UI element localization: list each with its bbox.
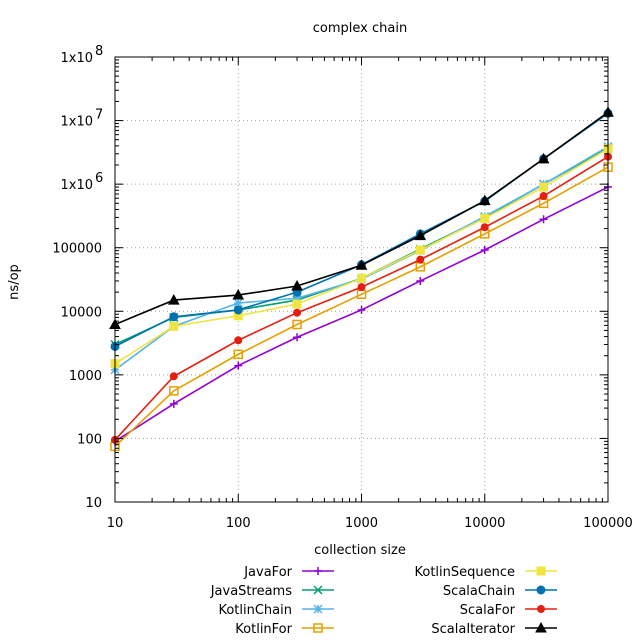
data-point <box>416 255 425 264</box>
data-point <box>167 294 180 305</box>
legend-label: KotlinChain <box>218 603 292 618</box>
data-point <box>355 259 368 270</box>
data-point <box>480 223 489 232</box>
y-tick-label: 10000 <box>61 305 102 320</box>
y-tick-label: 1x10 <box>60 51 93 66</box>
x-axis-label: collection size <box>314 543 406 558</box>
data-point <box>357 283 366 292</box>
data-point <box>292 319 302 330</box>
legend-label: JavaFor <box>243 565 292 580</box>
legend-item: ScalaFor <box>460 603 557 618</box>
legend-label: ScalaChain <box>443 584 515 599</box>
data-point <box>539 192 548 201</box>
legend-label: JavaStreams <box>210 584 292 599</box>
x-tick-label: 10000 <box>464 516 505 531</box>
x-tick-label: 100 <box>226 516 251 531</box>
legend-label: ScalaFor <box>460 603 516 618</box>
y-tick-label: 1000 <box>69 369 102 384</box>
legend-item: JavaStreams <box>210 584 334 599</box>
y-tick-label: 1x10 <box>60 115 93 130</box>
data-point <box>357 273 366 283</box>
data-point <box>293 333 302 342</box>
data-point <box>232 289 245 300</box>
data-point <box>169 386 179 396</box>
data-point <box>357 305 366 314</box>
data-point <box>292 293 302 303</box>
legend-marker <box>313 623 323 633</box>
data-point <box>480 213 490 223</box>
data-point <box>169 372 178 381</box>
y-tick-exponent: 8 <box>95 44 103 59</box>
y-axis-label: ns/op <box>7 264 22 300</box>
legend-item: ScalaIterator <box>431 621 557 637</box>
data-point <box>414 229 427 241</box>
data-point <box>539 215 548 224</box>
data-point <box>291 279 303 291</box>
legend-label: KotlinFor <box>235 622 292 637</box>
legend-item: KotlinFor <box>235 622 334 637</box>
data-point <box>234 336 243 345</box>
data-point <box>537 152 550 164</box>
legend-marker <box>314 567 322 575</box>
chart-title: complex chain <box>313 21 407 36</box>
data-point <box>234 361 243 370</box>
data-point <box>478 194 491 206</box>
y-tick-exponent: 7 <box>95 108 103 123</box>
y-tick-label: 100000 <box>52 242 102 257</box>
legend-item: KotlinChain <box>218 603 334 618</box>
series-ScalaIterator <box>109 106 614 329</box>
data-point <box>539 182 549 192</box>
legend-marker <box>536 566 546 576</box>
legend-marker <box>535 621 547 633</box>
data-point <box>416 276 425 285</box>
data-point <box>480 246 489 255</box>
legend-label: KotlinSequence <box>414 565 515 580</box>
legend-item: KotlinSequence <box>414 565 557 580</box>
y-tick-label: 10 <box>85 496 102 511</box>
tick-layer: 10 100 1000 10000 100000 10 100 1000 10000 100000… <box>52 44 632 531</box>
legend-item: ScalaChain <box>443 584 557 599</box>
data-point <box>292 299 302 309</box>
legend-marker <box>313 604 323 614</box>
y-tick-exponent: 6 <box>95 171 103 186</box>
series-layer <box>109 106 614 452</box>
legend-marker <box>536 585 546 595</box>
series-line <box>114 166 609 447</box>
legend: JavaFor JavaStreams KotlinChain KotlinFor Ko… <box>210 565 557 637</box>
data-point <box>415 245 425 255</box>
legend-item: JavaFor <box>243 565 334 580</box>
data-point <box>233 305 243 315</box>
data-point <box>169 312 179 322</box>
data-point <box>233 298 243 308</box>
legend-label: ScalaIterator <box>431 622 515 637</box>
y-tick-label: 100 <box>77 432 102 447</box>
y-tick-label: 1x10 <box>60 178 93 193</box>
data-point <box>293 308 302 317</box>
data-point <box>169 399 178 408</box>
data-point <box>233 349 243 360</box>
data-point <box>169 321 179 331</box>
legend-marker <box>537 605 545 613</box>
legend-marker <box>313 585 323 595</box>
x-tick-label: 100000 <box>583 516 633 531</box>
x-tick-label: 10 <box>107 516 124 531</box>
x-tick-label: 1000 <box>345 516 378 531</box>
